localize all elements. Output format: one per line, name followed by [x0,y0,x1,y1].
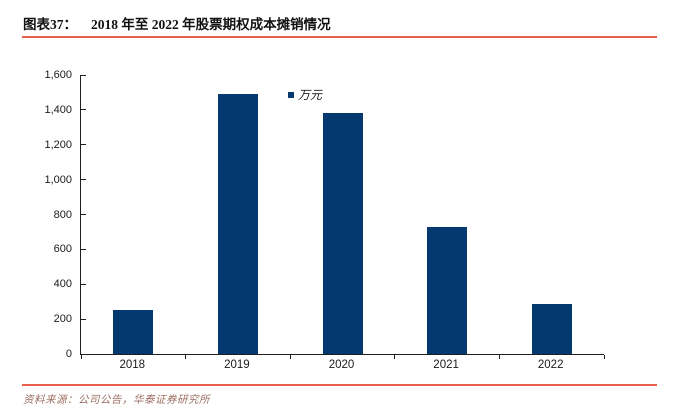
y-tick-label: 1,200 [44,138,72,151]
x-axis-tick [185,355,187,359]
y-axis-tick [81,248,86,250]
figure-title: 2018 年至 2022 年股票期权成本摊销情况 [91,17,331,32]
bar-2020 [322,113,363,354]
y-tick-label: 600 [53,243,72,256]
y-axis-labels: 1,600 1,400 1,200 1,000 800 600 400 200 0 [0,69,72,360]
y-axis-tick [81,283,86,285]
y-axis-tick [81,179,86,181]
y-tick-label: 800 [53,208,72,221]
y-axis-tick [81,109,86,111]
x-axis-tick [498,355,500,359]
bar-2021 [427,227,468,354]
source-note: 资料来源：公司公告，华泰证券研究所 [23,395,210,406]
bar-2019 [217,94,258,354]
x-axis-tick [289,355,291,359]
footer-divider [22,384,657,386]
x-axis-tick [603,355,605,359]
y-tick-label: 400 [53,278,72,291]
x-tick-label-2018: 2018 [119,359,146,371]
x-tick-label-2022: 2022 [537,359,564,371]
plot-area [80,74,605,359]
legend-swatch [288,92,294,98]
bar-2018 [113,310,154,354]
x-axis-labels: 2018 2019 2020 2021 2022 [80,359,603,373]
x-axis-tick [394,355,396,359]
x-axis-tick [80,355,82,359]
x-tick-label-2020: 2020 [328,359,355,371]
chart-legend: 万元 [288,88,322,102]
figure-header: 图表37： 2018 年至 2022 年股票期权成本摊销情况 [23,13,331,33]
y-axis-tick [81,214,86,215]
title-underline [22,36,657,38]
y-tick-label: 200 [53,313,72,326]
y-tick-label: 1,600 [44,69,72,81]
y-tick-label: 0 [65,348,72,360]
y-axis-tick [81,144,86,146]
y-tick-label: 1,000 [44,173,72,186]
x-tick-label-2019: 2019 [224,359,250,371]
y-axis-tick [81,318,86,320]
figure-number: 图表37： [23,17,77,32]
y-tick-label: 1,400 [44,103,72,116]
bar-2022 [531,304,572,354]
legend-label: 万元 [298,88,323,102]
x-tick-label-2021: 2021 [433,359,459,371]
y-axis-tick [81,74,86,76]
